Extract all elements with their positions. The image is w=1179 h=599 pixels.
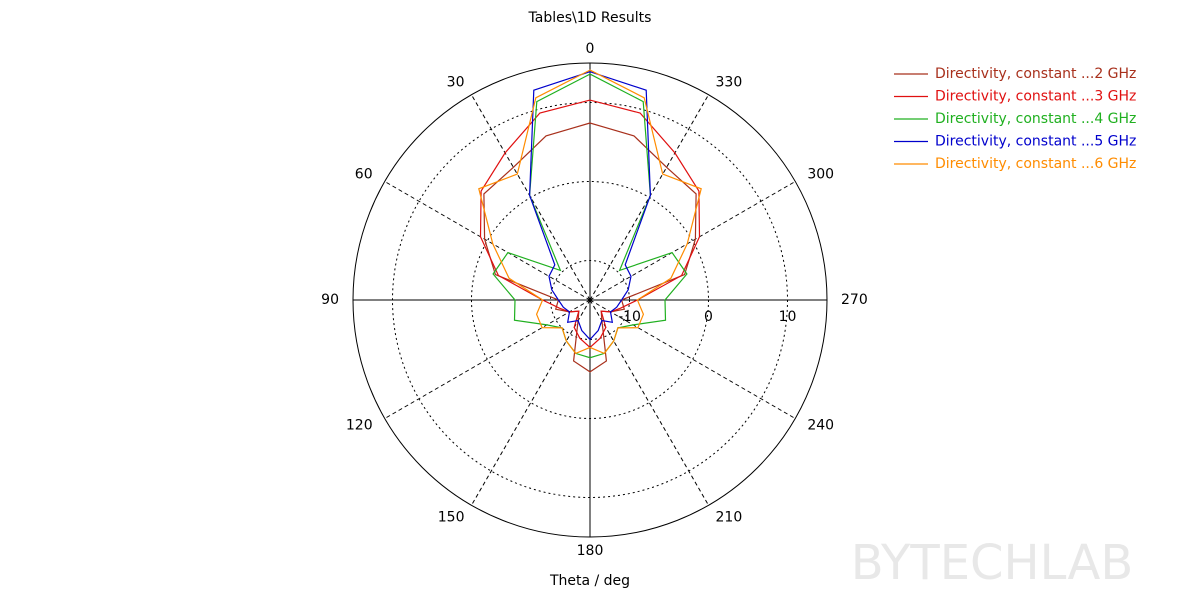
- grid-spoke: [384, 181, 591, 301]
- grid-spoke: [471, 299, 591, 506]
- r-tick-label: -10: [618, 309, 641, 325]
- chart-title: Tables\1D Results: [528, 10, 652, 26]
- series-line: [528, 71, 652, 341]
- angle-tick-label: 90: [321, 292, 339, 308]
- angle-tick-label: 60: [355, 167, 373, 183]
- legend-label: Directivity, constant ...3 GHz: [935, 89, 1136, 105]
- series-line: [478, 69, 702, 355]
- angle-tick-label: 300: [807, 167, 834, 183]
- angle-tick-label: 180: [577, 543, 604, 559]
- legend-label: Directivity, constant ...5 GHz: [935, 134, 1136, 150]
- series-line: [492, 73, 688, 359]
- grid-spoke: [384, 299, 591, 419]
- angle-tick-label: 210: [716, 509, 743, 525]
- watermark: BYTECHLAB: [851, 535, 1134, 591]
- legend-label: Directivity, constant ...6 GHz: [935, 156, 1136, 172]
- r-tick-label: 0: [704, 309, 713, 325]
- series-line: [483, 122, 697, 373]
- legend-label: Directivity, constant ...4 GHz: [935, 111, 1136, 127]
- angle-tick-label: 0: [586, 41, 595, 57]
- angle-tick-label: 30: [447, 75, 465, 91]
- angle-tick-label: 120: [346, 418, 373, 434]
- grid-spoke: [589, 181, 796, 301]
- grid-spoke: [471, 94, 591, 301]
- angle-tick-label: 270: [841, 292, 868, 308]
- r-tick-label: 10: [779, 309, 797, 325]
- grid-spoke: [589, 94, 709, 301]
- angle-tick-label: 150: [438, 509, 465, 525]
- angle-tick-label: 240: [807, 418, 834, 434]
- grid-spoke: [589, 299, 709, 506]
- axis-label: Theta / deg: [549, 573, 630, 589]
- angle-tick-label: 330: [716, 75, 743, 91]
- grid-spoke: [589, 299, 796, 419]
- legend-label: Directivity, constant ...2 GHz: [935, 66, 1136, 82]
